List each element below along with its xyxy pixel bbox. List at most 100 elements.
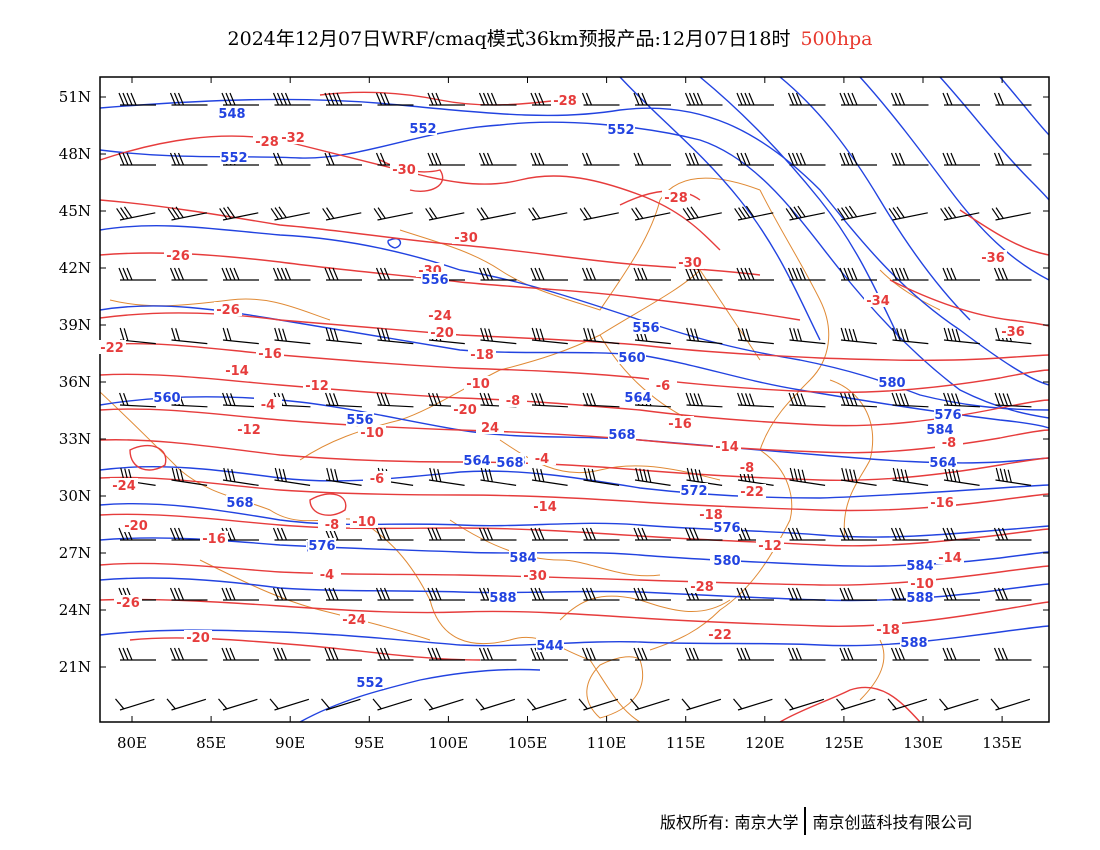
temperature-label: -30 [678,256,702,271]
wind-barb-icon [221,267,259,281]
temperature-label: -14 [225,364,249,379]
wind-barb-icon [942,152,980,166]
wind-barb-icon [171,467,208,486]
wind-barb-icon [890,267,929,281]
temperature-label: -16 [668,417,692,432]
lat-label: 36N [59,373,91,391]
temperature-label: -10 [360,426,384,441]
temperature-label: -10 [466,377,490,392]
wind-barb-icon [274,467,311,486]
wind-barb-icon [736,92,774,106]
wind-barb-icon [322,207,362,221]
wind-barb-icon [633,527,671,541]
wind-barb-icon [943,467,980,486]
wind-barb-icon [890,527,929,541]
height-label: 576 [308,539,335,554]
wind-barb-icon [631,207,671,221]
temperature-label: -36 [1001,325,1025,340]
lat-label: 48N [59,145,91,163]
wind-barb-icon [169,92,208,106]
wind-barb-icon [943,392,980,408]
wind-barb-icon [372,698,413,711]
height-label: 580 [713,554,740,569]
wind-barb-icon [274,327,311,345]
wind-barb-icon [581,92,620,106]
wind-barb-icon [324,152,362,166]
wind-barb-icon [377,327,414,345]
wind-barb-icon [476,207,516,221]
wind-barb-icon [272,152,311,166]
map-frame [99,76,1050,723]
wind-barb-icon [787,92,826,106]
wind-barb-icon [222,467,259,486]
wind-barb-icon [939,698,979,711]
height-label: 568 [496,456,523,471]
temperature-label: -36 [981,251,1005,266]
chart-title: 2024年12月07日WRF/cmaq模式36km预报产品:12月07日18时 5… [0,24,1100,51]
temperature-label: -12 [237,423,261,438]
wind-barb-icon [325,392,362,408]
temperature-label: -4 [261,398,275,413]
height-label: 560 [153,391,180,406]
footer: 版权所有: 南京大学 南京创蓝科技有限公司 [660,806,973,836]
wind-barb-icon [375,647,414,661]
temperature-label: -20 [186,631,210,646]
wind-barb-icon [324,267,362,281]
temperature-label: -12 [305,379,329,394]
lat-label: 45N [59,202,91,220]
temperature-label: -24 [342,613,366,628]
wind-barb-icon [788,392,826,408]
wind-barb-icon [681,698,722,711]
wind-barb-icon [942,92,980,106]
wind-barb-icon [993,587,1032,601]
wind-barb-icon [221,647,259,661]
company-name: 南京创蓝科技有限公司 [812,813,973,832]
wind-barb-icon [530,267,568,281]
wind-barb-icon [582,392,620,408]
wind-barb-icon [167,206,207,221]
temperature-label: -16 [202,532,226,547]
lon-label: 100E [429,734,469,752]
wind-barb-icon [324,92,362,106]
wind-barb-icon [737,327,774,345]
height-label: 568 [226,496,253,511]
height-label: 552 [220,151,247,166]
height-label: 548 [218,107,245,122]
wind-barb-icon [528,207,568,221]
wind-barb-icon [116,206,156,221]
temperature-label: -22 [100,341,124,356]
height-label: 584 [906,559,933,574]
wind-barb-icon [736,587,774,601]
wind-barb-icon [270,206,310,221]
wind-barb-icon [892,327,929,345]
lat-label: 27N [59,544,91,562]
wind-barb-icon [733,698,773,711]
height-label: 568 [608,428,635,443]
wind-barb-icon [478,92,517,106]
lon-label: 90E [275,734,305,752]
wind-barb-icon [221,92,259,106]
lon-label: 110E [587,734,627,752]
wind-barb-icon [993,527,1032,541]
wind-barb-icon [633,647,671,661]
wind-barb-icon [527,698,567,711]
wind-barb-icon [785,205,825,221]
temperature-label: -4 [535,452,549,467]
wind-barb-icon [789,327,826,345]
wind-barb-icon [787,267,826,281]
temperature-label: -20 [124,519,148,534]
height-label: 584 [509,551,536,566]
temperature-label: -8 [325,518,339,533]
height-label: 572 [680,484,707,499]
wind-barb-icon [736,152,774,166]
wind-barb-icon [269,698,310,711]
lat-label: 24N [59,601,91,619]
wind-barb-icon [222,392,259,408]
height-label: 552 [356,676,383,691]
wind-barb-icon [839,587,877,601]
temperature-label: -18 [699,508,723,523]
wind-barb-icon [480,467,517,486]
lat-label: 51N [59,88,91,106]
wind-barb-icon [682,206,722,221]
wind-barb-icon [118,152,156,166]
